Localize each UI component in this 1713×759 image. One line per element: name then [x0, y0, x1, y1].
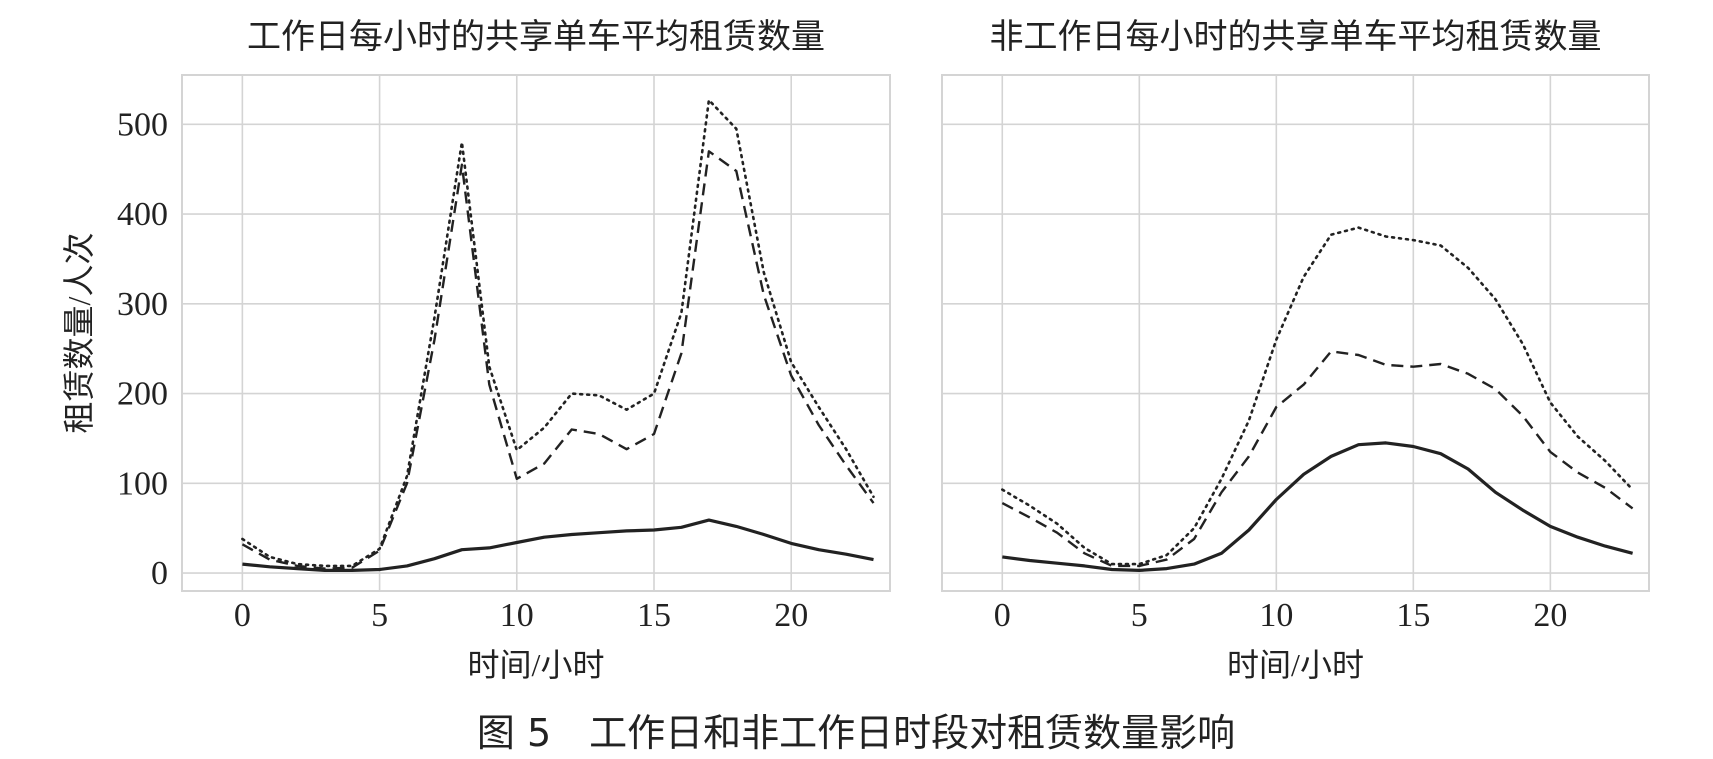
- series-line-solid: [1002, 441, 1634, 573]
- x-axis-label: 时间/小时: [468, 647, 605, 683]
- series-line-dashed: [1001, 350, 1634, 568]
- y-axis-label: 租赁数量/人次: [61, 233, 97, 434]
- x-tick-label: 20: [774, 597, 808, 634]
- x-tick-label: 15: [1396, 597, 1430, 634]
- y-tick-label: 100: [117, 465, 168, 502]
- y-tick-label: 500: [117, 106, 168, 143]
- x-tick-label: 5: [1131, 597, 1148, 634]
- x-axis-label: 时间/小时: [1227, 647, 1364, 683]
- y-tick-label: 200: [117, 376, 168, 413]
- plot-frame: [181, 74, 891, 592]
- x-tick-label: 10: [1259, 597, 1293, 634]
- chart-title: 工作日每小时的共享单车平均租赁数量: [247, 18, 825, 56]
- weekday-chart: 0 5 10 15 200100200300400500工作日每小时的共享单车平均租赁数…: [61, 18, 891, 683]
- figure-caption: 图 5 工作日和非工作日时段对租赁数量影响: [477, 711, 1235, 755]
- chart-title: 非工作日每小时的共享单车平均租赁数量: [990, 18, 1602, 56]
- series-line-dotted: [241, 98, 875, 568]
- plot-area: [942, 75, 1649, 591]
- series-line-solid: [242, 518, 874, 573]
- y-tick-label: 400: [117, 196, 168, 233]
- series-line-dotted: [1000, 226, 1634, 566]
- plot-area: [182, 75, 890, 591]
- x-tick-label: 10: [500, 597, 534, 634]
- x-tick-label: 15: [637, 597, 671, 634]
- series-line-dashed: [241, 150, 875, 570]
- x-tick-label: 0: [994, 597, 1011, 634]
- y-tick-label: 300: [117, 286, 168, 323]
- y-tick-label: 0: [151, 555, 168, 592]
- plot-frame: [941, 74, 1650, 592]
- x-tick-label: 20: [1533, 597, 1567, 634]
- x-tick-label: 5: [371, 597, 388, 634]
- x-tick-label: 0: [234, 597, 251, 634]
